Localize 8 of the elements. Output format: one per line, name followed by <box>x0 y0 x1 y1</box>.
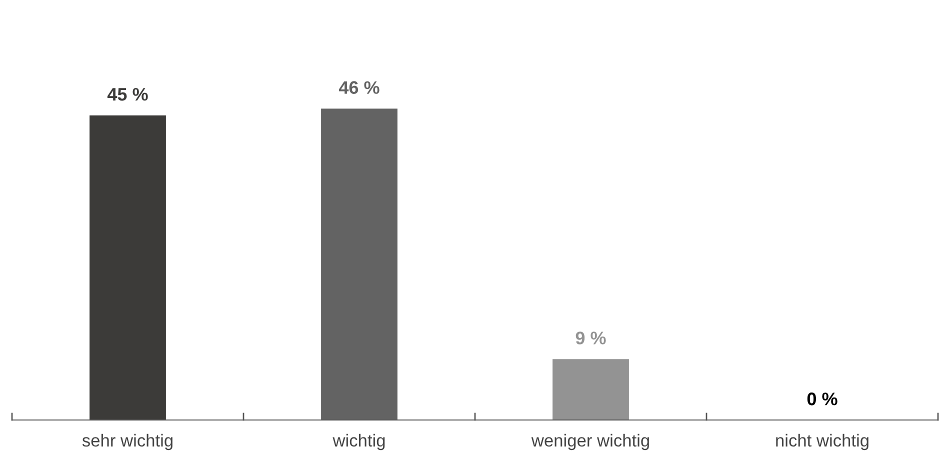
data-label: 0 % <box>807 392 838 406</box>
x-tick-label: sehr wichtig <box>82 434 172 450</box>
x-tick-label: nicht wichtig <box>776 434 868 450</box>
x-tick-label: weniger wichtig <box>531 434 649 450</box>
data-label: 46 % <box>338 81 380 94</box>
x-tick-label: wichtig <box>332 434 385 450</box>
data-label: 9 % <box>576 332 606 344</box>
data-label: 45 % <box>107 88 148 101</box>
